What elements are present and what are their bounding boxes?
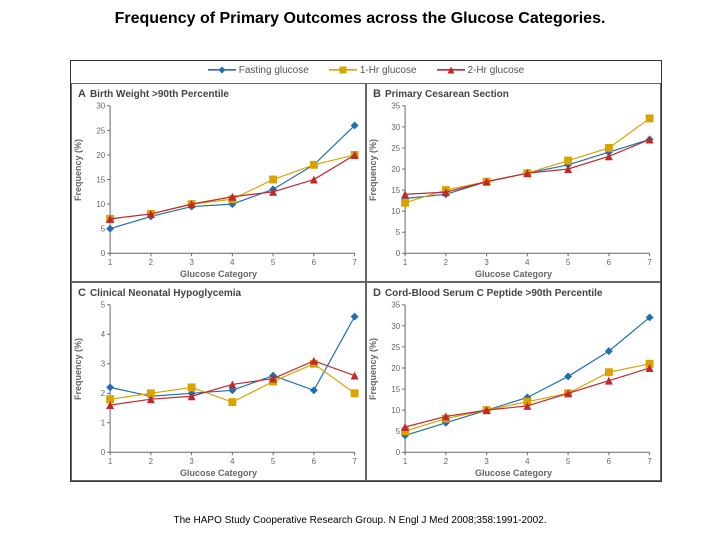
svg-text:5: 5 [396, 427, 401, 436]
svg-text:4: 4 [230, 258, 235, 267]
svg-text:10: 10 [96, 200, 105, 209]
chart-panel-d: DCord-Blood Serum C Peptide >90th Percen… [366, 282, 661, 481]
svg-text:1: 1 [101, 419, 106, 428]
y-axis-label: Frequency (%) [368, 337, 378, 399]
plot-svg: 0 5 10 15 20 25 30 1 2 3 4 5 6 7 [72, 84, 365, 281]
x-axis-label: Glucose Category [72, 468, 365, 478]
svg-text:20: 20 [96, 151, 105, 160]
svg-text:7: 7 [647, 457, 651, 466]
svg-text:35: 35 [391, 301, 400, 310]
legend-marker-icon [208, 65, 236, 75]
x-axis-label: Glucose Category [367, 468, 660, 478]
svg-text:5: 5 [566, 457, 571, 466]
figure-container: Fasting glucose1-Hr glucose2-Hr glucose … [70, 60, 662, 482]
x-axis-label: Glucose Category [367, 269, 660, 279]
svg-text:5: 5 [271, 457, 276, 466]
y-axis-label: Frequency (%) [368, 138, 378, 200]
svg-text:6: 6 [312, 258, 317, 267]
svg-text:3: 3 [189, 258, 194, 267]
svg-text:4: 4 [230, 457, 235, 466]
svg-text:2: 2 [444, 457, 448, 466]
legend-label: 2-Hr glucose [468, 65, 525, 76]
svg-text:0: 0 [396, 249, 401, 258]
svg-text:15: 15 [96, 176, 105, 185]
svg-text:1: 1 [403, 258, 408, 267]
svg-text:20: 20 [391, 165, 400, 174]
svg-text:0: 0 [101, 448, 106, 457]
svg-text:4: 4 [525, 258, 530, 267]
svg-text:6: 6 [607, 258, 612, 267]
svg-text:15: 15 [391, 186, 400, 195]
y-axis-label: Frequency (%) [73, 337, 83, 399]
legend-marker-icon [437, 65, 465, 75]
svg-text:4: 4 [525, 457, 530, 466]
svg-text:6: 6 [607, 457, 612, 466]
svg-text:2: 2 [149, 457, 153, 466]
svg-text:2: 2 [149, 258, 153, 267]
svg-text:20: 20 [391, 364, 400, 373]
svg-text:5: 5 [101, 225, 106, 234]
chart-panel-c: CClinical Neonatal Hypoglycemia012345123… [71, 282, 366, 481]
svg-text:1: 1 [108, 258, 113, 267]
svg-text:10: 10 [391, 406, 400, 415]
svg-text:15: 15 [391, 385, 400, 394]
x-axis-label: Glucose Category [72, 269, 365, 279]
plot-svg: 0 5 10 15 20 25 30 35 1 2 3 4 5 6 7 [367, 84, 660, 281]
svg-text:0: 0 [101, 249, 106, 258]
svg-text:30: 30 [96, 102, 105, 111]
y-axis-label: Frequency (%) [73, 138, 83, 200]
svg-text:25: 25 [96, 126, 105, 135]
panels-grid: ABirth Weight >90th Percentile0510152025… [71, 83, 661, 481]
legend-label: Fasting glucose [239, 65, 309, 76]
svg-text:10: 10 [391, 207, 400, 216]
svg-text:7: 7 [352, 258, 356, 267]
svg-text:30: 30 [391, 123, 400, 132]
citation-text: The HAPO Study Cooperative Research Grou… [0, 515, 720, 526]
svg-text:3: 3 [189, 457, 194, 466]
svg-text:5: 5 [396, 228, 401, 237]
legend-marker-icon [329, 65, 357, 75]
legend: Fasting glucose 1-Hr glucose 2-Hr glucose [71, 65, 661, 76]
svg-text:35: 35 [391, 102, 400, 111]
svg-text:25: 25 [391, 343, 400, 352]
plot-svg: 0123451234567 [72, 283, 365, 480]
legend-item: 1-Hr glucose [329, 65, 417, 76]
page-title: Frequency of Primary Outcomes across the… [0, 10, 720, 28]
svg-text:2: 2 [101, 389, 105, 398]
svg-text:3: 3 [484, 457, 489, 466]
svg-text:3: 3 [484, 258, 489, 267]
plot-svg: 0 5 10 15 20 25 30 35 1 2 3 4 5 6 7 [367, 283, 660, 480]
chart-panel-a: ABirth Weight >90th Percentile0510152025… [71, 83, 366, 282]
svg-text:6: 6 [312, 457, 317, 466]
svg-text:4: 4 [101, 330, 106, 339]
svg-text:2: 2 [444, 258, 448, 267]
svg-text:25: 25 [391, 144, 400, 153]
legend-item: Fasting glucose [208, 65, 309, 76]
chart-panel-b: BPrimary Cesarean Section051015202530351… [366, 83, 661, 282]
svg-text:1: 1 [403, 457, 408, 466]
svg-text:3: 3 [101, 360, 106, 369]
svg-text:7: 7 [352, 457, 356, 466]
svg-text:0: 0 [396, 448, 401, 457]
legend-item: 2-Hr glucose [437, 65, 525, 76]
svg-text:5: 5 [101, 301, 106, 310]
svg-text:1: 1 [108, 457, 113, 466]
svg-text:30: 30 [391, 322, 400, 331]
svg-text:5: 5 [271, 258, 276, 267]
svg-text:7: 7 [647, 258, 651, 267]
legend-label: 1-Hr glucose [360, 65, 417, 76]
svg-text:5: 5 [566, 258, 571, 267]
